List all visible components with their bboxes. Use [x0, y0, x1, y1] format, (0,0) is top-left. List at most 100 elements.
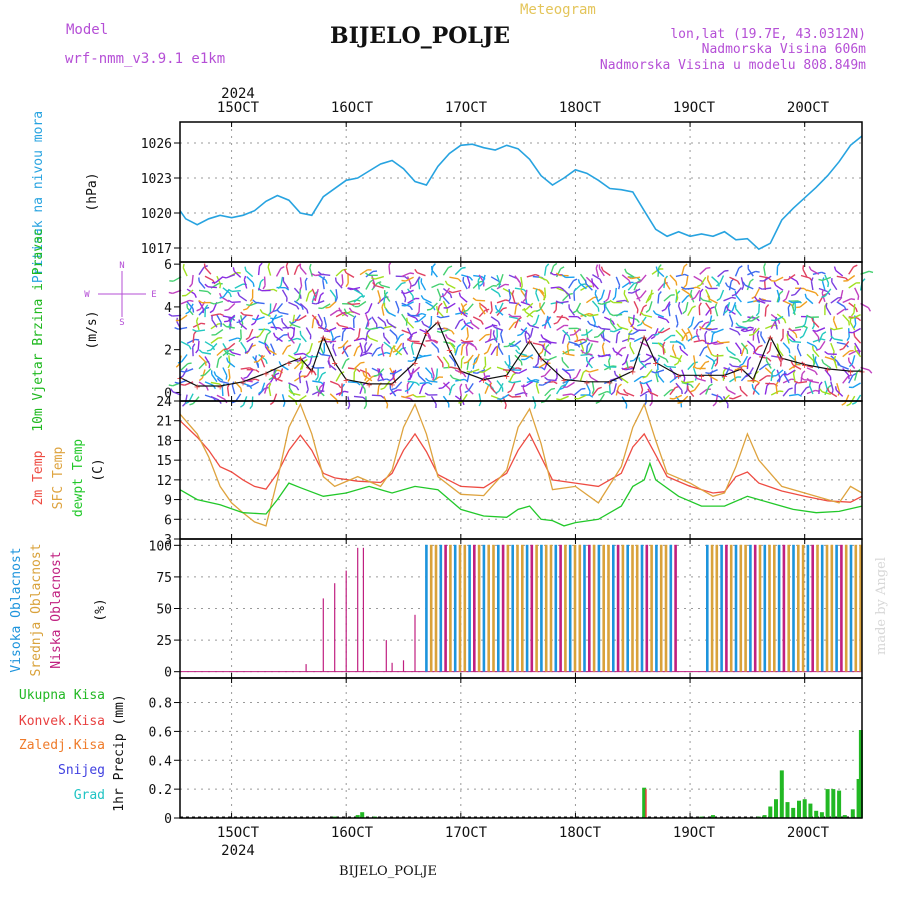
wind-gust-marker: + [584, 378, 590, 389]
wind-barb-flag [675, 323, 679, 328]
wind-barb-flag [675, 281, 678, 286]
top-xtick-label: 20OCT [787, 100, 830, 116]
wind-barb [497, 346, 504, 356]
wind-barb [510, 382, 516, 391]
wind-barb [849, 395, 856, 405]
wind-barb-flag [367, 322, 370, 327]
wind-barb-flag [317, 271, 322, 275]
wind-barb-flag [680, 286, 686, 290]
wind-barb [296, 343, 302, 352]
cloud-bar [616, 545, 620, 672]
wind-barb-flag [735, 322, 740, 327]
wind-barb-flag [719, 396, 724, 401]
wind-barb-flag [422, 382, 427, 387]
wind-barb-flag [406, 312, 412, 316]
wind-barb-flag [267, 328, 272, 333]
precip-bar [360, 812, 365, 818]
wind-barb-flag [731, 293, 736, 297]
wind-barb [657, 375, 665, 383]
wind-barb-flag [485, 308, 488, 313]
wind-barb-flag [755, 270, 760, 273]
precip-bar [802, 799, 807, 818]
wind-barb [657, 354, 667, 360]
wind-barb [693, 321, 700, 330]
wind-barb [227, 302, 236, 311]
cloud-bar [439, 545, 443, 672]
cloud-ylabel-low: Niska Oblacnost [49, 551, 64, 668]
wind-barb-flag [706, 267, 711, 269]
wind-barb-flag [725, 346, 729, 351]
wind-barb-flag [378, 298, 381, 304]
wind-barb-flag [286, 344, 291, 348]
wind-barb-flag [573, 278, 578, 282]
wind-barb [449, 276, 459, 280]
wind-barb [351, 310, 361, 316]
wind-barb-flag [790, 361, 794, 366]
wind-barb [782, 300, 792, 306]
wind-barb [442, 267, 449, 276]
wind-barb-flag [249, 405, 253, 410]
wind-barb [822, 391, 831, 395]
wind-barb-flag [736, 280, 741, 285]
wind-barb [774, 320, 778, 330]
cloud-bar [664, 545, 668, 672]
wind-barb [299, 277, 303, 287]
wind-gust-marker: + [194, 382, 200, 393]
wind-barb [728, 281, 732, 291]
wind-barb [616, 299, 626, 303]
wind-barb-flag [597, 307, 600, 312]
wind-barb-flag [705, 321, 710, 324]
wind-barb [711, 276, 719, 284]
wind-barb [624, 353, 629, 363]
meteogram-title: Meteogram [520, 2, 596, 18]
wind-barb [677, 354, 683, 364]
wind-barb [804, 315, 808, 325]
wind-barb-flag [612, 365, 617, 368]
wind-barb [452, 289, 462, 294]
wind-barb [573, 291, 576, 301]
wind-barb [707, 345, 713, 355]
wind-barb [556, 386, 563, 395]
wind-barb [358, 300, 367, 308]
wind-barb [467, 383, 474, 392]
wind-barb [723, 296, 733, 302]
wind-barb-flag [677, 401, 682, 404]
wind-barb-flag [417, 371, 420, 376]
wind-barb [810, 281, 814, 291]
wind-barb-flag [436, 306, 438, 311]
wind-barb [245, 270, 254, 278]
wind-barb-flag [808, 381, 812, 386]
precip-bars [180, 730, 863, 818]
wind-barb [740, 342, 748, 351]
wind-barb-flag [269, 401, 274, 406]
wind-barb-flag [600, 266, 604, 271]
wind-barb-flag [203, 263, 206, 268]
wind-barb-flag [494, 305, 498, 310]
wind-barb [714, 354, 724, 357]
precip-bar [355, 815, 360, 818]
wind-barb [639, 290, 647, 299]
wind-barb-flag [636, 309, 639, 314]
wind-barb-flag [436, 330, 441, 334]
wind-barb [526, 310, 535, 318]
wind-barb-flag [409, 306, 413, 311]
wind-barb-flag [288, 320, 293, 325]
wind-barb-flag [710, 319, 715, 322]
wind-barb-flag [410, 335, 413, 341]
wind-barb [758, 364, 767, 371]
wind-barb-flag [830, 335, 835, 340]
wind-barb [227, 314, 236, 322]
wind-barb-flag [345, 357, 350, 362]
wind-barb [529, 379, 539, 383]
wind-barb-flag [224, 309, 229, 312]
wind-barb [407, 380, 417, 384]
wind-barb-flag [561, 368, 566, 372]
wind-barb-flag [704, 330, 708, 335]
wind-barb-flag [853, 323, 857, 329]
wind-barb-flag [255, 369, 260, 373]
wind-barb-flag [340, 371, 345, 375]
wind-barb [380, 347, 385, 357]
wind-barb-flag [612, 347, 616, 352]
wind-barb-flag [185, 311, 190, 315]
